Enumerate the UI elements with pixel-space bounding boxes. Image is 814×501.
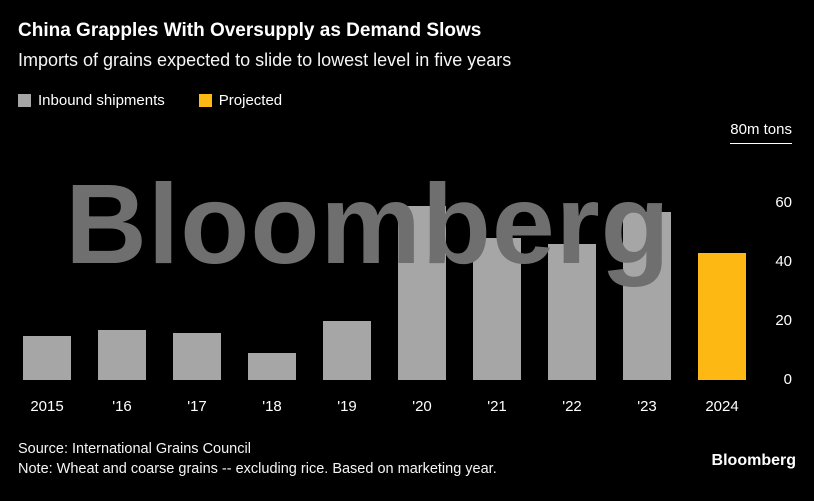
note-text: Note: Wheat and coarse grains -- excludi… — [18, 461, 497, 477]
legend-swatch-projected — [198, 94, 212, 107]
x-axis-label: '17 — [187, 398, 207, 415]
legend-label-inbound: Inbound shipments — [38, 92, 165, 109]
x-axis-label: 2015 — [30, 398, 64, 415]
bar-inbound — [98, 330, 146, 380]
bar-inbound — [398, 206, 446, 380]
x-axis-label: 2024 — [705, 398, 739, 415]
x-axis-label: '18 — [262, 398, 282, 415]
bar-inbound — [248, 353, 296, 380]
y-axis-unit-label: 80m tons — [730, 121, 792, 144]
legend-item-projected: Projected — [198, 92, 283, 109]
bar-inbound — [23, 336, 71, 380]
bloomberg-logo: Bloomberg — [711, 452, 796, 469]
legend-item-inbound: Inbound shipments — [18, 92, 165, 109]
bar-inbound — [473, 238, 521, 380]
x-axis-label: '19 — [337, 398, 357, 415]
x-axis-label: '21 — [487, 398, 507, 415]
y-axis-tick-label: 60 — [775, 194, 792, 211]
x-axis-label: '23 — [637, 398, 657, 415]
bar-inbound — [173, 333, 221, 380]
bar-inbound — [623, 212, 671, 380]
y-axis-tick-label: 20 — [775, 312, 792, 329]
legend: Inbound shipments Projected — [18, 92, 282, 109]
x-axis-label: '22 — [562, 398, 582, 415]
bar-inbound — [548, 244, 596, 380]
x-axis-label: '16 — [112, 398, 132, 415]
legend-swatch-inbound — [18, 94, 31, 107]
bar-inbound — [323, 321, 371, 380]
legend-label-projected: Projected — [218, 92, 283, 109]
y-axis-tick-label: 40 — [775, 253, 792, 270]
bar-projected — [698, 253, 746, 380]
chart-subtitle: Imports of grains expected to slide to l… — [18, 50, 512, 70]
source-text: Source: International Grains Council — [18, 441, 251, 457]
chart-title: China Grapples With Oversupply as Demand… — [18, 20, 482, 41]
y-axis-tick-label: 0 — [783, 371, 792, 388]
x-axis-label: '20 — [412, 398, 432, 415]
